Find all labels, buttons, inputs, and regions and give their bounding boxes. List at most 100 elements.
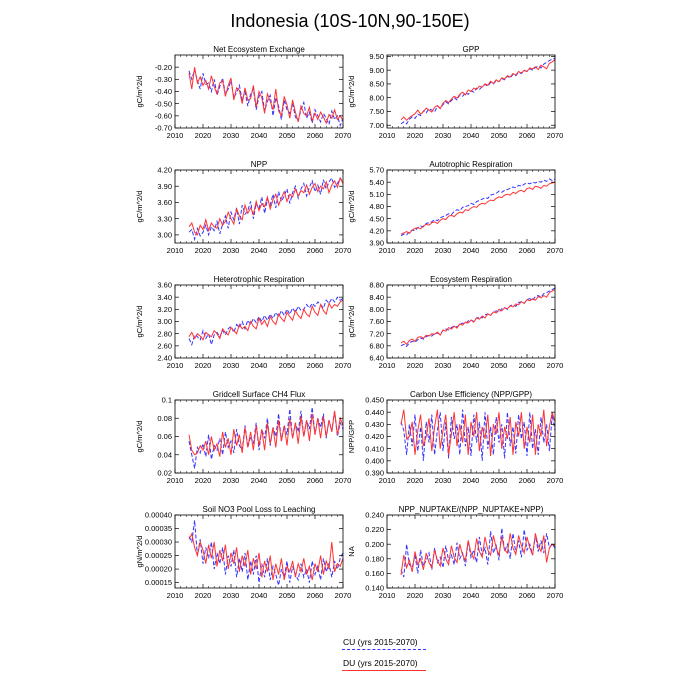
panel-title: Net Ecosystem Exchange bbox=[213, 45, 305, 54]
y-tick-label: 0.400 bbox=[365, 456, 384, 465]
x-tick-label: 2060 bbox=[519, 476, 536, 485]
y-tick-label: 0.240 bbox=[365, 511, 384, 520]
x-tick-label: 2060 bbox=[307, 361, 324, 370]
x-tick-label: 2030 bbox=[223, 361, 240, 370]
y-tick-label: 3.00 bbox=[157, 230, 172, 239]
x-tick-label: 2050 bbox=[279, 361, 296, 370]
y-tick-label: 3.20 bbox=[157, 305, 172, 314]
x-tick-label: 2040 bbox=[251, 361, 268, 370]
series-line-du bbox=[188, 410, 344, 457]
x-tick-label: 2010 bbox=[167, 361, 184, 370]
y-tick-label: 0.390 bbox=[365, 469, 384, 478]
x-tick-label: 2070 bbox=[335, 246, 352, 255]
x-tick-label: 2040 bbox=[463, 591, 480, 600]
plot-frame bbox=[174, 169, 344, 244]
panel-1: Net Ecosystem Exchange gC/m^2/d 2010 2020 20… bbox=[135, 45, 351, 140]
x-tick-label: 2010 bbox=[167, 246, 184, 255]
y-tick-label: 0.1 bbox=[162, 396, 172, 405]
x-tick-label: 2020 bbox=[407, 591, 424, 600]
x-tick-label: 2030 bbox=[223, 591, 240, 600]
y-tick-label: -0.50 bbox=[155, 99, 172, 108]
x-tick-label: 2050 bbox=[279, 246, 296, 255]
y-tick-label: -0.20 bbox=[155, 63, 172, 72]
panel-10: NPP_NUPTAKE/(NPP_NUPTAKE+NPP) NA 2010 2020 2… bbox=[347, 505, 563, 600]
y-tick-label: 3.60 bbox=[157, 198, 172, 207]
y-axis-label: NPP/GPP bbox=[347, 420, 356, 453]
x-tick-label: 2040 bbox=[463, 246, 480, 255]
plot-frame bbox=[386, 169, 556, 244]
x-tick-label: 2030 bbox=[435, 476, 452, 485]
plot-frame bbox=[174, 399, 344, 474]
x-tick-label: 2040 bbox=[251, 591, 268, 600]
x-tick-label: 2020 bbox=[407, 361, 424, 370]
panel-title: Heterotrophic Respiration bbox=[214, 275, 305, 284]
legend-entry-du: DU (yrs 2015-2070) bbox=[342, 658, 463, 676]
x-tick-label: 2050 bbox=[279, 591, 296, 600]
y-tick-label: 4.20 bbox=[157, 166, 172, 175]
y-axis-label: gC/m^2/d bbox=[135, 76, 144, 108]
x-tick-label: 2010 bbox=[167, 476, 184, 485]
series-line-du bbox=[188, 532, 344, 581]
x-tick-label: 2010 bbox=[379, 361, 396, 370]
x-tick-label: 2010 bbox=[379, 246, 396, 255]
plot-frame bbox=[386, 284, 556, 359]
x-tick-label: 2010 bbox=[167, 591, 184, 600]
x-tick-label: 2070 bbox=[547, 361, 564, 370]
x-tick-label: 2020 bbox=[195, 591, 212, 600]
x-tick-label: 2060 bbox=[519, 591, 536, 600]
x-tick-label: 2010 bbox=[379, 476, 396, 485]
panel-title: NPP_NUPTAKE/(NPP_NUPTAKE+NPP) bbox=[399, 505, 544, 514]
x-tick-label: 2050 bbox=[491, 361, 508, 370]
x-tick-label: 2070 bbox=[335, 361, 352, 370]
y-tick-label: 4.50 bbox=[369, 214, 384, 223]
panels-group: Net Ecosystem Exchange gC/m^2/d 2010 2020 20… bbox=[135, 45, 563, 600]
x-tick-label: 2070 bbox=[547, 131, 564, 140]
x-tick-label: 2020 bbox=[407, 131, 424, 140]
y-tick-label: 0.02 bbox=[157, 469, 172, 478]
y-tick-label: 8.50 bbox=[369, 80, 384, 89]
y-tick-label: 7.20 bbox=[369, 329, 384, 338]
y-tick-label: 0.00040 bbox=[145, 511, 172, 520]
panel-9: Soil NO3 Pool Loss to Leaching gN/m^2/d 20… bbox=[135, 505, 351, 600]
y-tick-label: 2.80 bbox=[157, 329, 172, 338]
series-line-cu bbox=[400, 178, 556, 237]
series-line-du bbox=[400, 409, 556, 457]
x-tick-label: 2040 bbox=[463, 361, 480, 370]
panel-title: NPP bbox=[251, 160, 267, 169]
x-tick-label: 2020 bbox=[195, 361, 212, 370]
y-tick-label: 3.60 bbox=[157, 281, 172, 290]
x-tick-label: 2050 bbox=[279, 476, 296, 485]
x-tick-label: 2060 bbox=[519, 131, 536, 140]
y-axis-label: NA bbox=[347, 546, 356, 556]
series-line-du bbox=[400, 533, 556, 575]
x-tick-label: 2040 bbox=[251, 476, 268, 485]
y-tick-label: 8.80 bbox=[369, 281, 384, 290]
y-tick-label: 8.40 bbox=[369, 293, 384, 302]
y-tick-label: 3.00 bbox=[157, 317, 172, 326]
y-axis-label: gC/m^2/d bbox=[135, 191, 144, 223]
x-tick-label: 2030 bbox=[435, 246, 452, 255]
panel-title: Ecosystem Respiration bbox=[430, 275, 512, 284]
y-tick-label: 5.70 bbox=[369, 166, 384, 175]
x-tick-label: 2060 bbox=[307, 591, 324, 600]
x-tick-label: 2010 bbox=[379, 131, 396, 140]
x-tick-label: 2030 bbox=[223, 246, 240, 255]
x-tick-label: 2070 bbox=[547, 476, 564, 485]
y-tick-label: 0.08 bbox=[157, 414, 172, 423]
y-tick-label: 7.00 bbox=[369, 121, 384, 130]
x-tick-label: 2060 bbox=[307, 246, 324, 255]
y-tick-label: 6.40 bbox=[369, 354, 384, 363]
y-tick-label: 5.10 bbox=[369, 190, 384, 199]
panel-title: Soil NO3 Pool Loss to Leaching bbox=[203, 505, 316, 514]
y-tick-label: 0.420 bbox=[365, 432, 384, 441]
y-tick-label: 0.410 bbox=[365, 444, 384, 453]
legend-entry-cu: CU (yrs 2015-2070) bbox=[342, 637, 463, 655]
panel-6: Ecosystem Respiration gC/m^2/d 2010 2020 203… bbox=[347, 275, 563, 370]
panel-title: GPP bbox=[463, 45, 480, 54]
x-tick-label: 2070 bbox=[547, 591, 564, 600]
y-axis-label: gN/m^2/d bbox=[135, 536, 144, 568]
x-tick-label: 2040 bbox=[251, 246, 268, 255]
x-tick-label: 2030 bbox=[435, 591, 452, 600]
y-tick-label: 8.00 bbox=[369, 93, 384, 102]
y-tick-label: 0.00030 bbox=[145, 538, 172, 547]
